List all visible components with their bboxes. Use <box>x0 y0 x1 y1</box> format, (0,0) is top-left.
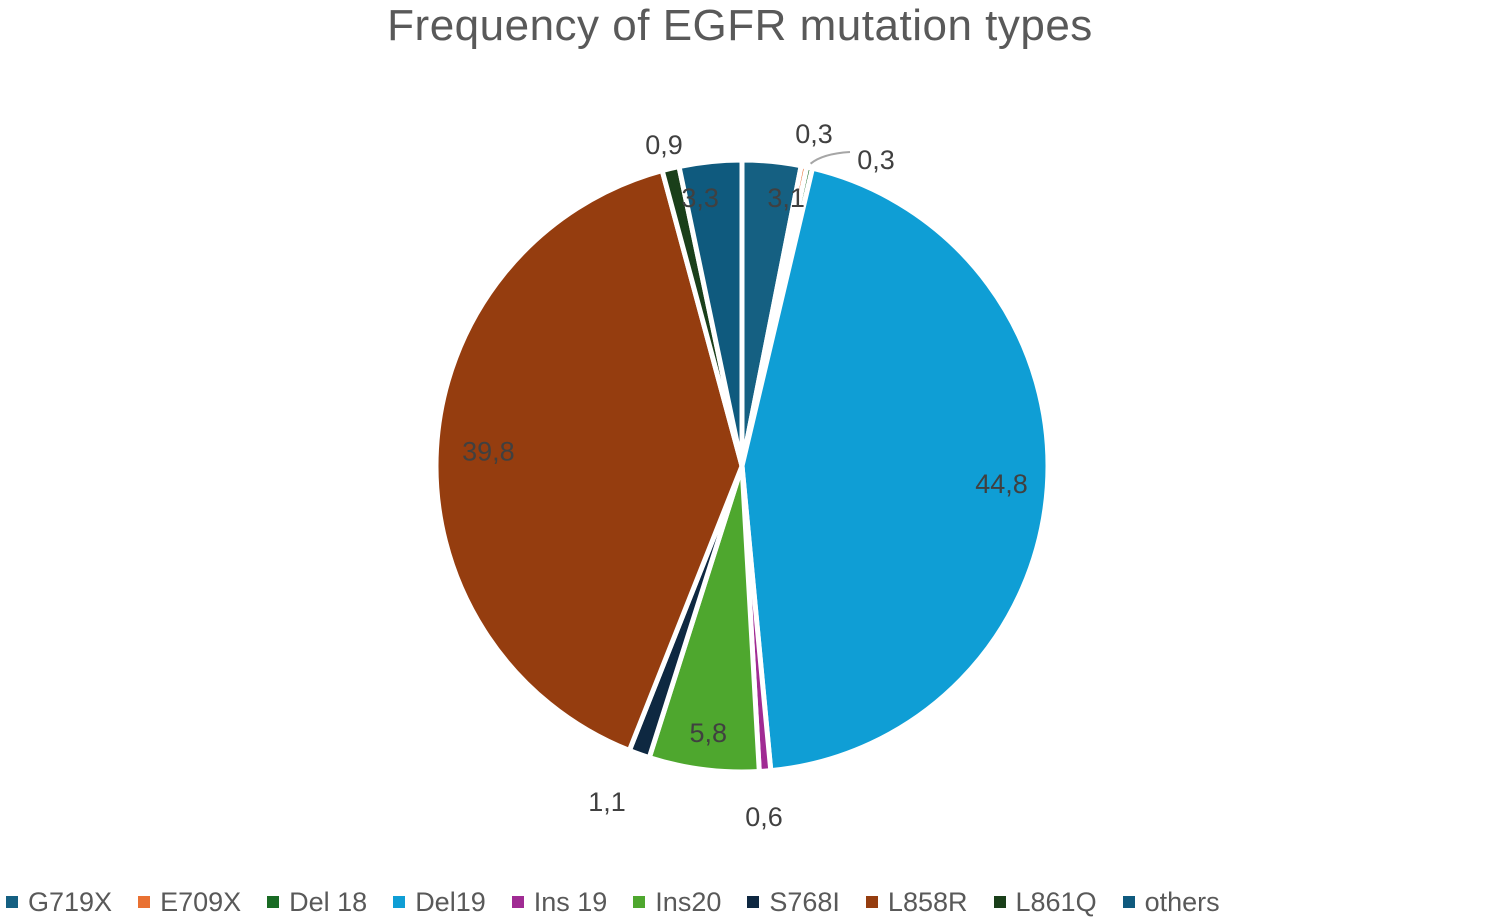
legend-item-g719x: G719X <box>6 887 112 918</box>
data-label-del19: 44,8 <box>975 469 1028 499</box>
legend-label: E709X <box>160 886 242 917</box>
data-label-s768i: 1,1 <box>588 787 626 817</box>
legend-swatch <box>747 896 760 908</box>
data-label-ins-19: 0,6 <box>745 802 783 832</box>
legend-label: others <box>1144 886 1220 917</box>
legend-item-del19: Del19 <box>393 887 486 918</box>
data-labels: 3,1 0,3 0,3 44,8 0,6 5,8 1,1 39,8 0,9 3,3 <box>462 119 1028 832</box>
legend-label: Ins 19 <box>533 886 608 917</box>
pie-slice-del19 <box>739 165 1051 774</box>
legend-label: L858R <box>887 886 968 917</box>
chart-legend: G719X E709X Del 18 Del19 Ins 19 Ins20 S768I L85… <box>0 882 1500 922</box>
legend-label: Ins20 <box>655 886 722 917</box>
legend-label: G719X <box>28 886 113 917</box>
legend-swatch <box>393 896 406 908</box>
data-label-l861q: 0,9 <box>645 130 683 160</box>
data-label-l858r: 39,8 <box>462 437 515 467</box>
legend-swatch <box>865 896 878 908</box>
legend-item-e709x: E709X <box>138 887 241 918</box>
data-label-g719x: 3,1 <box>767 183 805 213</box>
data-label-del-18: 0,3 <box>857 145 895 175</box>
pie-slices <box>433 157 1051 775</box>
legend-item-l858r: L858R <box>865 886 968 918</box>
legend-item-ins20: Ins20 <box>633 887 721 918</box>
legend-swatch <box>633 896 646 908</box>
legend-label: L861Q <box>1015 886 1097 917</box>
legend-item-l861q: L861Q <box>993 886 1097 918</box>
legend-label: Del19 <box>415 886 486 917</box>
data-label-ins20: 5,8 <box>689 718 727 748</box>
data-label-others: 3,3 <box>681 183 719 213</box>
leader-line-del-18 <box>809 151 851 165</box>
leader-lines <box>809 151 851 165</box>
pie-slice-others <box>676 157 745 469</box>
legend-swatch <box>267 896 280 908</box>
legend-swatch <box>138 896 151 908</box>
chart-title: Frequency of EGFR mutation types <box>387 1 1093 50</box>
legend-item-others: others <box>1122 886 1220 918</box>
legend-item-ins-19: Ins 19 <box>511 886 608 918</box>
legend-swatch <box>6 896 18 908</box>
legend-label: S768I <box>769 886 840 917</box>
data-label-e709x: 0,3 <box>795 119 833 149</box>
legend-swatch <box>993 896 1006 908</box>
legend-label: Del 18 <box>289 886 368 917</box>
legend-item-s768i: S768I <box>747 887 840 918</box>
legend-swatch <box>511 896 524 908</box>
legend-item-del-18: Del 18 <box>267 887 367 918</box>
pie-slice-l858r <box>433 168 745 754</box>
legend-swatch <box>1122 896 1135 908</box>
